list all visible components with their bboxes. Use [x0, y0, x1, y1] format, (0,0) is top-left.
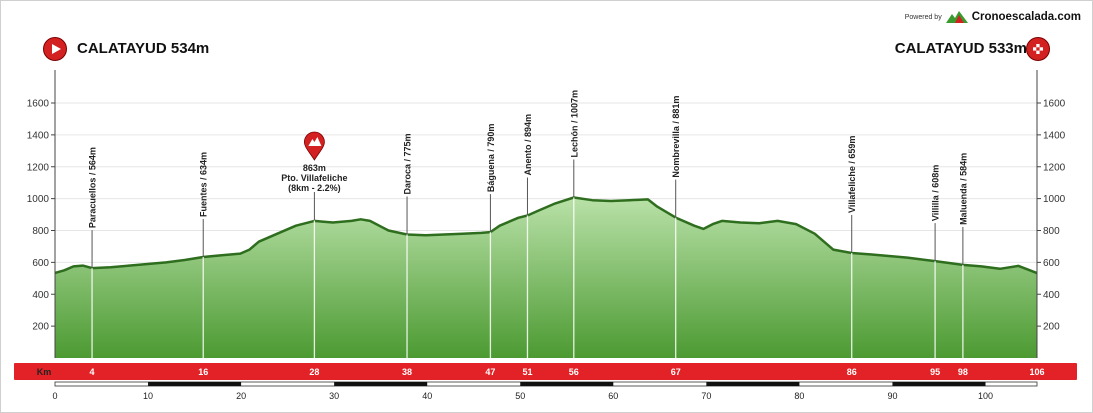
climb-name: Pto. Villafeliche: [281, 173, 347, 183]
km-marker-label: 28: [309, 367, 319, 377]
pin-mountain: [308, 137, 322, 146]
km-marker-label: 106: [1029, 367, 1044, 377]
km-marker-label: 4: [90, 367, 95, 377]
waypoint-label: Lechón / 1007m: [569, 90, 579, 158]
km-marker-label: 51: [522, 367, 532, 377]
elevation-area: [55, 197, 1037, 358]
scale-tick-label: 70: [701, 391, 711, 401]
y-tick-label-left: 200: [32, 322, 49, 333]
km-marker-label: 56: [569, 367, 579, 377]
scale-segment: [706, 382, 800, 386]
scale-segment: [892, 382, 986, 386]
powered-by-text: Powered by: [904, 13, 942, 21]
y-tick-label-left: 1200: [27, 162, 50, 173]
y-tick-label-left: 600: [32, 258, 49, 269]
waypoint-label: Villilla / 608m: [931, 165, 941, 221]
y-tick-label-right: 1400: [1043, 130, 1066, 141]
brand-name: Cronoescalada.com: [971, 11, 1081, 23]
scale-tick-label: 50: [515, 391, 525, 401]
scale-tick-label: 20: [236, 391, 246, 401]
scale-segment: [148, 382, 242, 386]
km-marker-label: 98: [958, 367, 968, 377]
y-tick-label-left: 800: [32, 226, 49, 237]
y-tick-label-left: 1600: [27, 99, 50, 110]
start-label: CALATAYUD 534m: [77, 40, 210, 57]
scale-segment: [520, 382, 614, 386]
scale-tick-label: 80: [794, 391, 804, 401]
y-tick-label-left: 1400: [27, 130, 50, 141]
scale-tick-label: 0: [52, 391, 57, 401]
scale-tick-label: 10: [143, 391, 153, 401]
waypoint-label: Báguena / 790m: [486, 124, 496, 193]
elevation-outline: [54, 196, 1038, 275]
waypoint-label: Maluenda / 584m: [958, 153, 968, 225]
y-tick-label-left: 1000: [27, 194, 50, 205]
scale-tick-label: 40: [422, 391, 432, 401]
finish-flag-icon: [1026, 37, 1050, 61]
km-marker-label: 16: [198, 367, 208, 377]
y-tick-label-right: 1000: [1043, 194, 1066, 205]
y-tick-label-right: 800: [1043, 226, 1060, 237]
scale-tick-label: 90: [887, 391, 897, 401]
waypoint-label: Paracuellos / 564m: [88, 147, 98, 228]
km-marker-label: 95: [930, 367, 940, 377]
waypoint-label: Daroca / 775m: [403, 133, 413, 194]
km-marker-label: 38: [402, 367, 412, 377]
branding[interactable]: Powered by Cronoescalada.com: [905, 11, 1081, 23]
play-icon: [43, 37, 67, 61]
scale-tick-label: 60: [608, 391, 618, 401]
y-tick-label-right: 200: [1043, 322, 1060, 333]
y-tick-label-right: 400: [1043, 290, 1060, 301]
finish-label: CALATAYUD 533m: [894, 40, 1027, 57]
waypoint-label: Fuentes / 634m: [199, 152, 209, 217]
km-bar: [14, 363, 1077, 380]
climb-detail: (8km - 2.2%): [288, 183, 341, 193]
km-marker-label: 47: [485, 367, 495, 377]
y-tick-label-right: 1200: [1043, 162, 1066, 173]
km-bar-title: Km: [37, 367, 52, 377]
km-marker-label: 67: [671, 367, 681, 377]
location-pin-icon: [303, 131, 325, 161]
km-marker-label: 86: [847, 367, 857, 377]
waypoint-label: Villafeliche / 659m: [847, 136, 857, 213]
y-tick-label-right: 1600: [1043, 99, 1066, 110]
waypoint-label: Nombrevilla / 881m: [671, 96, 681, 178]
scale-segment: [334, 382, 428, 386]
y-tick-label-left: 400: [32, 290, 49, 301]
y-tick-label-right: 600: [1043, 258, 1060, 269]
climb-elevation: 863m: [303, 163, 326, 173]
waypoint-label: Anento / 894m: [523, 114, 533, 176]
scale-tick-label: 100: [978, 391, 993, 401]
mountain-logo-icon: [945, 11, 968, 23]
scale-tick-label: 30: [329, 391, 339, 401]
